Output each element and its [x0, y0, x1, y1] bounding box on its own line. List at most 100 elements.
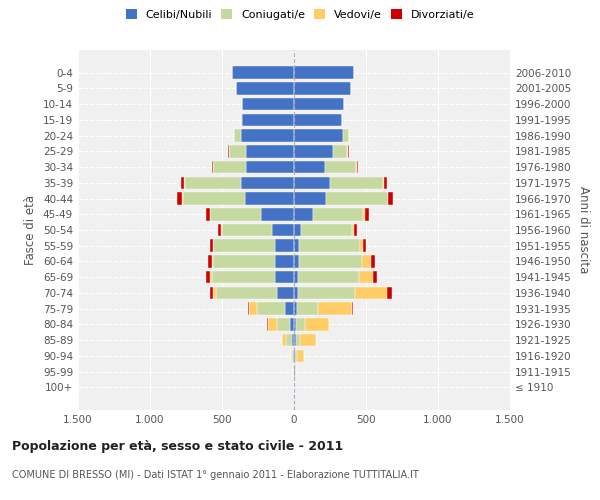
Bar [294, 176, 330, 189]
Bar [333, 145, 347, 158]
Bar [294, 192, 326, 205]
Y-axis label: Fasce di età: Fasce di età [25, 195, 37, 265]
Bar [268, 318, 277, 330]
Bar [294, 114, 341, 126]
Bar [275, 255, 294, 268]
Bar [294, 271, 298, 283]
Bar [233, 130, 241, 142]
Bar [352, 224, 354, 236]
Bar [275, 240, 294, 252]
Legend: Celibi/Nubili, Coniugati/e, Vedovi/e, Divorziati/e: Celibi/Nubili, Coniugati/e, Vedovi/e, Di… [122, 6, 478, 23]
Bar [275, 271, 294, 283]
Bar [206, 271, 211, 283]
Bar [210, 240, 212, 252]
Bar [305, 318, 329, 330]
Bar [214, 286, 216, 299]
Bar [221, 224, 222, 236]
Bar [326, 192, 388, 205]
Bar [383, 176, 384, 189]
Bar [236, 82, 294, 94]
Bar [208, 255, 212, 268]
Bar [250, 302, 257, 315]
Bar [294, 145, 333, 158]
Bar [294, 130, 343, 142]
Bar [296, 318, 305, 330]
Bar [365, 208, 369, 220]
Bar [206, 208, 210, 220]
Bar [341, 114, 342, 126]
Bar [294, 255, 299, 268]
Bar [301, 224, 352, 236]
Bar [248, 302, 250, 315]
Bar [214, 161, 247, 173]
Bar [181, 176, 184, 189]
Bar [362, 255, 371, 268]
Bar [210, 286, 214, 299]
Bar [290, 350, 292, 362]
Bar [277, 318, 290, 330]
Bar [298, 286, 355, 299]
Bar [356, 161, 358, 173]
Bar [272, 224, 294, 236]
Bar [245, 192, 294, 205]
Bar [298, 271, 359, 283]
Bar [296, 334, 301, 346]
Bar [242, 98, 294, 110]
Bar [178, 192, 182, 205]
Bar [294, 302, 297, 315]
Bar [348, 145, 349, 158]
Bar [319, 302, 352, 315]
Bar [330, 176, 383, 189]
Bar [299, 240, 359, 252]
Bar [352, 302, 353, 315]
Bar [294, 366, 295, 378]
Bar [242, 114, 294, 126]
Bar [294, 286, 298, 299]
Bar [294, 66, 355, 79]
Bar [211, 271, 212, 283]
Bar [286, 334, 292, 346]
Bar [183, 192, 245, 205]
Bar [294, 224, 301, 236]
Bar [184, 176, 185, 189]
Bar [295, 366, 296, 378]
Bar [359, 271, 373, 283]
Bar [384, 176, 387, 189]
Y-axis label: Anni di nascita: Anni di nascita [577, 186, 590, 274]
Bar [229, 145, 247, 158]
Bar [261, 208, 294, 220]
Bar [371, 255, 376, 268]
Bar [387, 286, 392, 299]
Bar [363, 240, 366, 252]
Bar [182, 192, 183, 205]
Bar [294, 318, 296, 330]
Bar [222, 224, 272, 236]
Bar [211, 208, 261, 220]
Bar [343, 130, 349, 142]
Bar [277, 286, 294, 299]
Bar [282, 334, 286, 346]
Bar [294, 350, 295, 362]
Bar [212, 240, 214, 252]
Bar [325, 161, 356, 173]
Bar [241, 130, 294, 142]
Bar [241, 114, 242, 126]
Bar [257, 302, 286, 315]
Bar [232, 66, 294, 79]
Bar [294, 82, 351, 94]
Text: COMUNE DI BRESSO (MI) - Dati ISTAT 1° gennaio 2011 - Elaborazione TUTTITALIA.IT: COMUNE DI BRESSO (MI) - Dati ISTAT 1° ge… [12, 470, 419, 480]
Bar [294, 334, 296, 346]
Bar [295, 350, 296, 362]
Bar [292, 334, 294, 346]
Bar [247, 161, 294, 173]
Bar [185, 176, 241, 189]
Bar [313, 208, 363, 220]
Bar [388, 192, 392, 205]
Bar [247, 145, 294, 158]
Bar [241, 176, 294, 189]
Bar [355, 286, 387, 299]
Bar [286, 302, 294, 315]
Bar [294, 208, 313, 220]
Bar [218, 224, 221, 236]
Bar [359, 240, 363, 252]
